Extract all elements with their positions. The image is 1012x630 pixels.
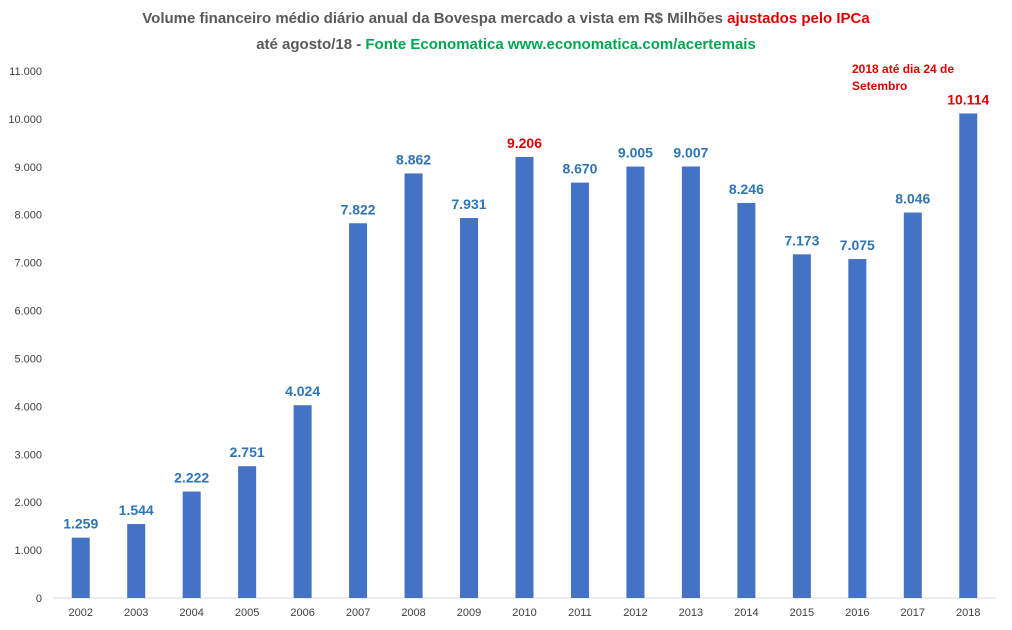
chart-title-highlight: ajustados pelo IPCa [727,10,870,27]
y-tick-label: 8.000 [14,210,42,222]
bar [570,182,589,599]
x-tick-label: 2018 [956,607,980,619]
data-label: 8.246 [729,181,764,197]
data-label: 8.046 [895,191,930,207]
bar [792,254,811,598]
data-label: 7.822 [341,201,376,217]
x-tick-label: 2008 [401,607,425,619]
x-tick-label: 2006 [290,607,314,619]
x-tick-label: 2017 [901,607,925,619]
data-label: 9.005 [618,145,653,161]
bar [127,524,146,598]
bar [238,466,257,598]
x-tick-label: 2003 [124,607,148,619]
y-tick-label: 5.000 [14,353,42,365]
x-tick-label: 2009 [457,607,481,619]
chart-subtitle: até agosto/18 - Fonte Economatica www.ec… [0,36,1012,53]
x-tick-label: 2015 [790,607,814,619]
bar [626,166,645,598]
data-label: 7.075 [840,237,875,253]
data-label: 8.670 [562,161,597,177]
chart-subtitle-period: até agosto/18 - [256,36,366,53]
bar [293,405,312,598]
chart-title-main: Volume financeiro médio diário anual da … [142,10,728,27]
x-tick-label: 2005 [235,607,259,619]
y-tick-label: 7.000 [14,258,42,270]
data-label: 2.222 [174,470,209,486]
x-tick-label: 2004 [179,607,203,619]
data-label: 9.007 [673,144,708,160]
bar [71,537,90,598]
y-tick-label: 6.000 [14,306,42,318]
x-tick-label: 2012 [623,607,647,619]
data-label: 7.931 [452,196,487,212]
y-tick-label: 10.000 [8,114,42,126]
y-tick-label: 4.000 [14,401,42,413]
y-tick-label: 1.000 [14,545,42,557]
x-tick-label: 2007 [346,607,370,619]
x-tick-label: 2013 [679,607,703,619]
y-tick-label: 11.000 [9,66,42,78]
x-tick-label: 2011 [568,607,592,619]
chart-annotation: 2018 até dia 24 de Setembro [852,62,955,93]
data-label: 9.206 [507,135,542,151]
y-tick-label: 2.000 [14,497,42,509]
x-tick-label: 2002 [68,607,92,619]
bar [681,166,700,598]
data-label: 2.751 [230,444,265,460]
y-tick-label: 3.000 [14,449,42,461]
x-tick-label: 2016 [845,607,869,619]
x-tick-label: 2014 [734,607,758,619]
y-tick-label: 9.000 [14,162,42,174]
x-tick-label: 2010 [512,607,536,619]
data-label: 10.114 [947,91,989,107]
data-label: 1.544 [119,502,154,518]
bar [959,113,978,599]
bar [349,223,368,598]
bar [182,491,201,598]
bar [848,259,867,598]
bar [515,156,534,598]
data-label: 7.173 [784,232,819,248]
bar [903,212,922,599]
data-label: 8.862 [396,151,431,167]
chart-title: Volume financeiro médio diário anual da … [0,10,1012,27]
data-label: 4.024 [285,383,320,399]
bar [737,202,756,598]
chart-subtitle-source: Fonte Economatica www.economatica.com/ac… [365,36,756,53]
y-tick-label: 0 [36,593,42,605]
data-label: 1.259 [63,516,98,532]
bar [460,218,479,598]
bar [404,173,423,599]
